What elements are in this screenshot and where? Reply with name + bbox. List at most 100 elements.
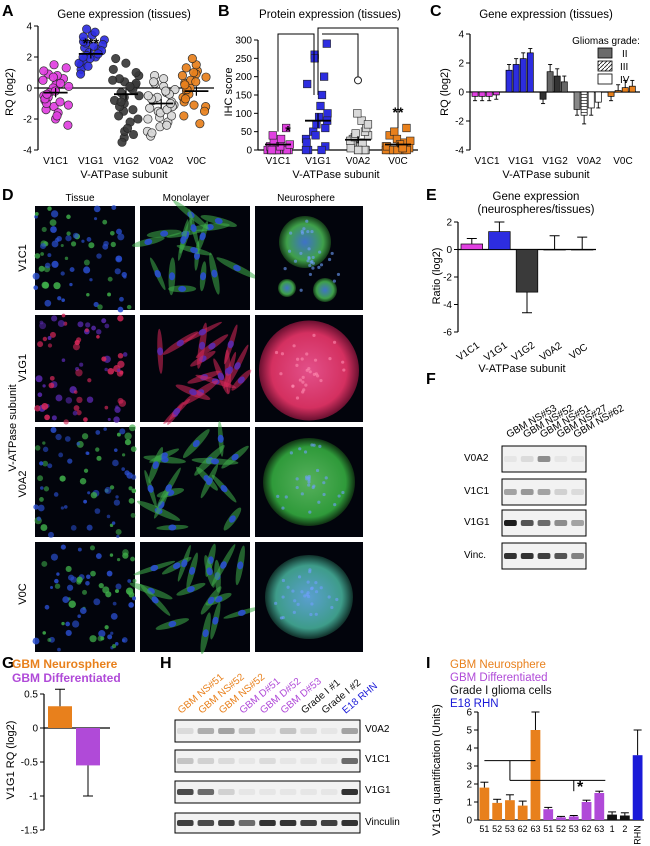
panel-c-bar-v1c1-s3 [492, 91, 500, 96]
panel-f-band [554, 520, 568, 526]
panel-a-point-v1g2 [114, 111, 124, 121]
micro-v1g1-monolayer-nucleus [208, 342, 216, 350]
micro-v1g1-tissue-cell [104, 367, 108, 372]
micro-v0a2-tissue-cell [67, 458, 73, 464]
panel-i-ytick-label: 3 [466, 762, 472, 773]
panel-a-xtick-v1g2: V1G2 [113, 156, 139, 167]
micro-v0a2-neurosphere-speck [298, 447, 302, 451]
panel-h-band [341, 728, 358, 734]
micro-v1c1-tissue-cell [88, 242, 95, 249]
panel-c-bar-v1c1-s1 [478, 91, 486, 97]
panel-a-point-v0a2 [162, 120, 172, 130]
panel-b-point-v1g1 [310, 54, 319, 63]
panel-a-point-v0c [195, 119, 205, 129]
micro-v0c-tissue-cell [76, 576, 83, 583]
micro-v0c-tissue-cell [106, 570, 113, 577]
panel-a-point-v1c1 [61, 63, 71, 73]
micro-v0a2-tissue-cell [37, 475, 44, 482]
micro-v1c1-tissue-cell [33, 285, 39, 291]
panel-a-point-v1g2 [133, 114, 143, 124]
panel-b-xtick-v0a2: V0A2 [346, 156, 371, 167]
micro-v0c-neurosphere-speck [274, 601, 278, 605]
panel-b-ytick-label: 0 [246, 146, 252, 157]
panel-i-bar-63 [594, 793, 605, 820]
micro-v0c-monolayer-nucleus [172, 562, 181, 570]
panel-f-band [537, 520, 551, 526]
micro-v0c-monolayer-nucleus [212, 616, 219, 625]
micro-v1g1-neurosphere-speck [312, 333, 316, 338]
micro-v0c-neurosphere-speck [309, 612, 313, 617]
micro-v0c-monolayer-nucleus [206, 567, 213, 576]
micro-v0c-tissue-cell [65, 621, 71, 627]
micro-v1g1-tissue-cell [47, 343, 53, 348]
panel-h-band [300, 728, 317, 734]
panel-b-chart: Protein expression (tissues) IHC score V… [223, 9, 418, 181]
panel-a-point-v1g2 [128, 129, 139, 140]
panel-e-ytick-label: -4 [443, 300, 452, 311]
panel-e-xtick-v1g1: V1G1 [482, 340, 510, 364]
micro-v1c1-neurosphere-speck [299, 251, 303, 256]
micro-v1g1-tissue-cell [107, 417, 111, 421]
panel-f-label-vinc: Vinc. [464, 550, 486, 561]
panel-a-point-v1g2 [108, 64, 118, 74]
panel-h-band [177, 728, 194, 734]
micro-v0c-tissue-cell [66, 584, 74, 591]
panel-g-ylabel: V1G1 RQ (log2) [5, 721, 17, 800]
panel-b-point-v1g1 [321, 123, 330, 133]
micro-v1c1-tissue-cell [41, 226, 47, 233]
panel-a-point-v1c1 [64, 81, 74, 91]
panel-c-bar-v0c-s0 [607, 91, 615, 97]
micro-v1g1-monolayer-nucleus [217, 372, 225, 381]
micro-v0a2-tissue-cell [85, 451, 89, 455]
panel-h-band [177, 789, 194, 795]
micro-v1g1-tissue-cell [65, 397, 73, 404]
panel-a-point-v1g2 [117, 137, 127, 147]
panel-h-label-v1g1: V1G1 [365, 785, 391, 796]
micro-v1g1-monolayer-nucleus [234, 362, 241, 370]
micro-v0c-tissue-cell [130, 556, 135, 562]
panel-b-point-v1g1 [322, 39, 331, 48]
micro-v0c-tissue-cell [50, 585, 54, 589]
micro-v1g1-tissue-cell [117, 368, 121, 372]
panel-i-xtick: 62 [518, 824, 528, 834]
panel-c-bar-v1g1-s2 [519, 58, 527, 93]
panel-h-band [218, 728, 235, 734]
panel-e-xtick-v1c1: V1C1 [455, 340, 482, 364]
panel-i-ytick-label: 4 [466, 744, 472, 755]
micro-v0c-tissue-cell [47, 638, 52, 642]
micro-v0a2-tissue-cell [96, 455, 102, 461]
panel-b-point-v1c1 [276, 134, 286, 144]
panel-a-point-v0c [199, 106, 210, 116]
micro-v0c-tissue-cell [132, 596, 136, 601]
micro-v1c1-tissue-cell [66, 231, 71, 236]
micro-v1c1-tissue-cell [117, 233, 125, 241]
panel-h-label-v0a2: V0A2 [365, 724, 390, 735]
micro-v1c1-tissue-cell [119, 296, 124, 302]
panel-h-strip-v1c1 [174, 749, 361, 773]
panel-i-bar-62 [581, 802, 592, 820]
micro-v0c-tissue-cell [57, 647, 61, 652]
micro-v1g1-tissue-cell [85, 322, 91, 328]
micro-v1g1-monolayer-nucleus [198, 328, 207, 336]
panel-a-point-v0c [181, 63, 191, 73]
panel-b-point-v1g1 [311, 131, 320, 140]
panel-h-band [197, 820, 215, 826]
panel-a-point-v0c [177, 71, 187, 81]
micro-v1c1-tissue-cell [44, 262, 51, 269]
panel-i-xtick: 53 [569, 824, 579, 834]
micro-v0c-tissue-bg [35, 542, 135, 652]
panel-h-strip-v1g1 [174, 780, 361, 804]
panel-b-point-v1g1 [317, 90, 327, 100]
micro-v1c1-neurosphere-speck [308, 263, 312, 268]
micro-v0c-tissue-cell [77, 547, 82, 552]
panel-i-significance: * [577, 779, 584, 796]
panel-a-xtick-v0c: V0C [187, 156, 206, 167]
micro-v0a2-tissue-cell [34, 445, 41, 451]
panel-h-band [300, 789, 317, 795]
micro-v1c1-neurosphere-speck [299, 288, 303, 292]
micro-v0a2-tissue-cell [90, 491, 98, 499]
micro-v1c1-monolayer-nucleus [199, 232, 206, 241]
micro-v1g1-tissue-cell [39, 322, 47, 330]
panel-a-ytick-label: -4 [23, 146, 32, 157]
